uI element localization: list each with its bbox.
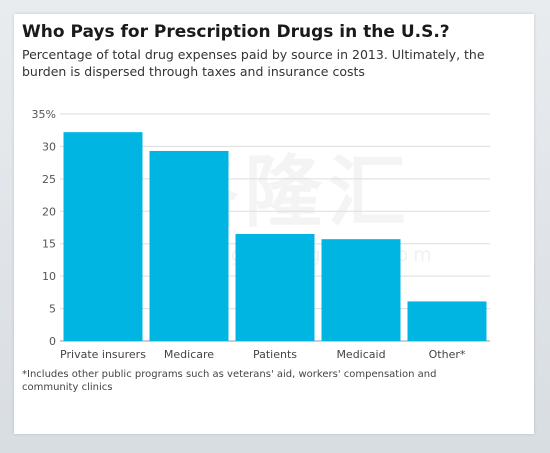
y-tick-label: 30 (42, 140, 56, 153)
bar-private-insurers (63, 132, 143, 341)
x-tick-label: Private insurers (60, 348, 146, 361)
x-tick-label: Patients (253, 348, 297, 361)
bar-medicare (149, 150, 229, 341)
x-tick-label: Medicaid (336, 348, 385, 361)
y-tick-label: 15 (42, 238, 56, 251)
y-tick-label: 35% (32, 108, 56, 121)
bar-other (407, 301, 487, 341)
chart-title: Who Pays for Prescription Drugs in the U… (22, 22, 450, 42)
bar-medicaid (321, 239, 401, 341)
y-tick-label: 25 (42, 173, 56, 186)
chart-subtitle: Percentage of total drug expenses paid b… (22, 47, 485, 79)
bar-chart: 0 5 10 15 20 25 30 35% Private insurers Medicare P… (32, 108, 490, 361)
y-tick-label: 20 (42, 205, 56, 218)
x-tick-label: Other* (429, 348, 466, 361)
bar-patients (235, 233, 315, 341)
y-tick-label: 5 (49, 303, 56, 316)
x-tick-label: Medicare (164, 348, 214, 361)
y-tick-label: 0 (49, 335, 56, 348)
chart-footnote: *Includes other public programs such as … (22, 369, 437, 393)
y-tick-label: 10 (42, 270, 56, 283)
